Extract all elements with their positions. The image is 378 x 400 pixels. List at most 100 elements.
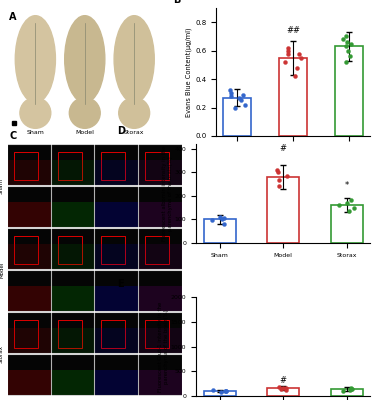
FancyBboxPatch shape — [8, 312, 51, 354]
Bar — [223, 98, 251, 136]
Bar — [139, 244, 182, 270]
FancyBboxPatch shape — [51, 270, 94, 312]
FancyBboxPatch shape — [139, 186, 182, 228]
Point — [340, 36, 346, 42]
FancyBboxPatch shape — [95, 228, 138, 270]
Point — [220, 215, 226, 221]
Point — [347, 208, 353, 214]
Point — [280, 385, 287, 392]
Bar — [335, 46, 363, 136]
Point — [285, 48, 291, 54]
Ellipse shape — [119, 98, 150, 128]
Text: C: C — [9, 132, 17, 142]
FancyBboxPatch shape — [51, 354, 94, 396]
Text: Storax: Storax — [124, 130, 144, 135]
Bar — [267, 388, 299, 396]
Bar — [51, 160, 94, 186]
Ellipse shape — [114, 16, 154, 103]
Y-axis label: Fluorescent albomin intensity in the
parenchyma of the brain(%): Fluorescent albomin intensity in the par… — [162, 146, 173, 241]
Bar — [51, 244, 94, 270]
Point — [348, 386, 354, 392]
Point — [294, 64, 300, 71]
Bar — [51, 286, 94, 312]
FancyBboxPatch shape — [8, 186, 51, 228]
Ellipse shape — [20, 98, 51, 128]
Bar — [139, 370, 182, 396]
Point — [298, 54, 304, 61]
Point — [222, 388, 228, 394]
FancyBboxPatch shape — [8, 354, 51, 396]
Point — [276, 183, 282, 190]
Point — [349, 197, 355, 204]
Point — [228, 93, 234, 99]
FancyBboxPatch shape — [139, 312, 182, 354]
Bar — [331, 205, 363, 243]
FancyBboxPatch shape — [51, 186, 94, 228]
Bar — [145, 236, 169, 264]
Point — [275, 169, 281, 176]
Text: ##: ## — [286, 26, 300, 35]
FancyBboxPatch shape — [8, 270, 51, 312]
Bar — [51, 202, 94, 228]
FancyBboxPatch shape — [51, 144, 94, 186]
Point — [218, 389, 224, 395]
Text: A: A — [9, 12, 17, 22]
Text: Sham: Sham — [26, 130, 44, 135]
Text: *: * — [344, 182, 349, 190]
Bar — [101, 152, 125, 180]
Point — [344, 39, 350, 45]
Text: Model: Model — [75, 130, 94, 135]
Point — [296, 50, 302, 57]
Y-axis label: Evans Blue Content(μg/ml): Evans Blue Content(μg/ml) — [186, 27, 192, 117]
Bar — [331, 389, 363, 396]
Point — [209, 217, 215, 224]
Ellipse shape — [69, 98, 100, 128]
Text: Albumin-Alexa594: Albumin-Alexa594 — [9, 140, 49, 144]
Point — [232, 104, 238, 111]
Bar — [14, 236, 38, 264]
Point — [240, 92, 246, 98]
Point — [284, 172, 290, 179]
Point — [276, 177, 282, 184]
FancyBboxPatch shape — [139, 228, 182, 270]
Ellipse shape — [65, 16, 105, 103]
Y-axis label: Fluorescent Glut-1 intensity in the
parenchyma of the brain(%): Fluorescent Glut-1 intensity in the pare… — [158, 302, 169, 392]
Point — [223, 388, 229, 395]
Bar — [95, 202, 138, 228]
Bar — [95, 328, 138, 354]
Point — [219, 216, 225, 222]
FancyBboxPatch shape — [95, 312, 138, 354]
Point — [340, 388, 346, 394]
Text: Model: Model — [0, 262, 4, 278]
Bar — [8, 328, 51, 354]
Point — [242, 102, 248, 108]
Bar — [145, 152, 169, 180]
Text: Storax: Storax — [0, 345, 4, 363]
Point — [285, 45, 291, 51]
Bar — [101, 320, 125, 348]
Bar — [139, 286, 182, 312]
Text: DAPI: DAPI — [112, 140, 122, 144]
Point — [348, 40, 354, 47]
FancyBboxPatch shape — [139, 270, 182, 312]
Point — [285, 50, 291, 57]
Bar — [204, 219, 235, 243]
Bar — [95, 370, 138, 396]
Point — [238, 97, 244, 104]
Point — [347, 387, 353, 393]
Text: B: B — [173, 0, 180, 6]
Text: #: # — [280, 144, 287, 154]
Point — [274, 167, 280, 173]
Point — [343, 33, 349, 40]
Bar — [8, 286, 51, 312]
Point — [345, 48, 351, 54]
Bar — [51, 370, 94, 396]
Bar — [8, 202, 51, 228]
FancyBboxPatch shape — [51, 228, 94, 270]
Bar — [58, 320, 82, 348]
Point — [210, 387, 216, 394]
Bar — [139, 202, 182, 228]
Bar — [145, 320, 169, 348]
Point — [278, 386, 284, 392]
Point — [283, 384, 289, 391]
